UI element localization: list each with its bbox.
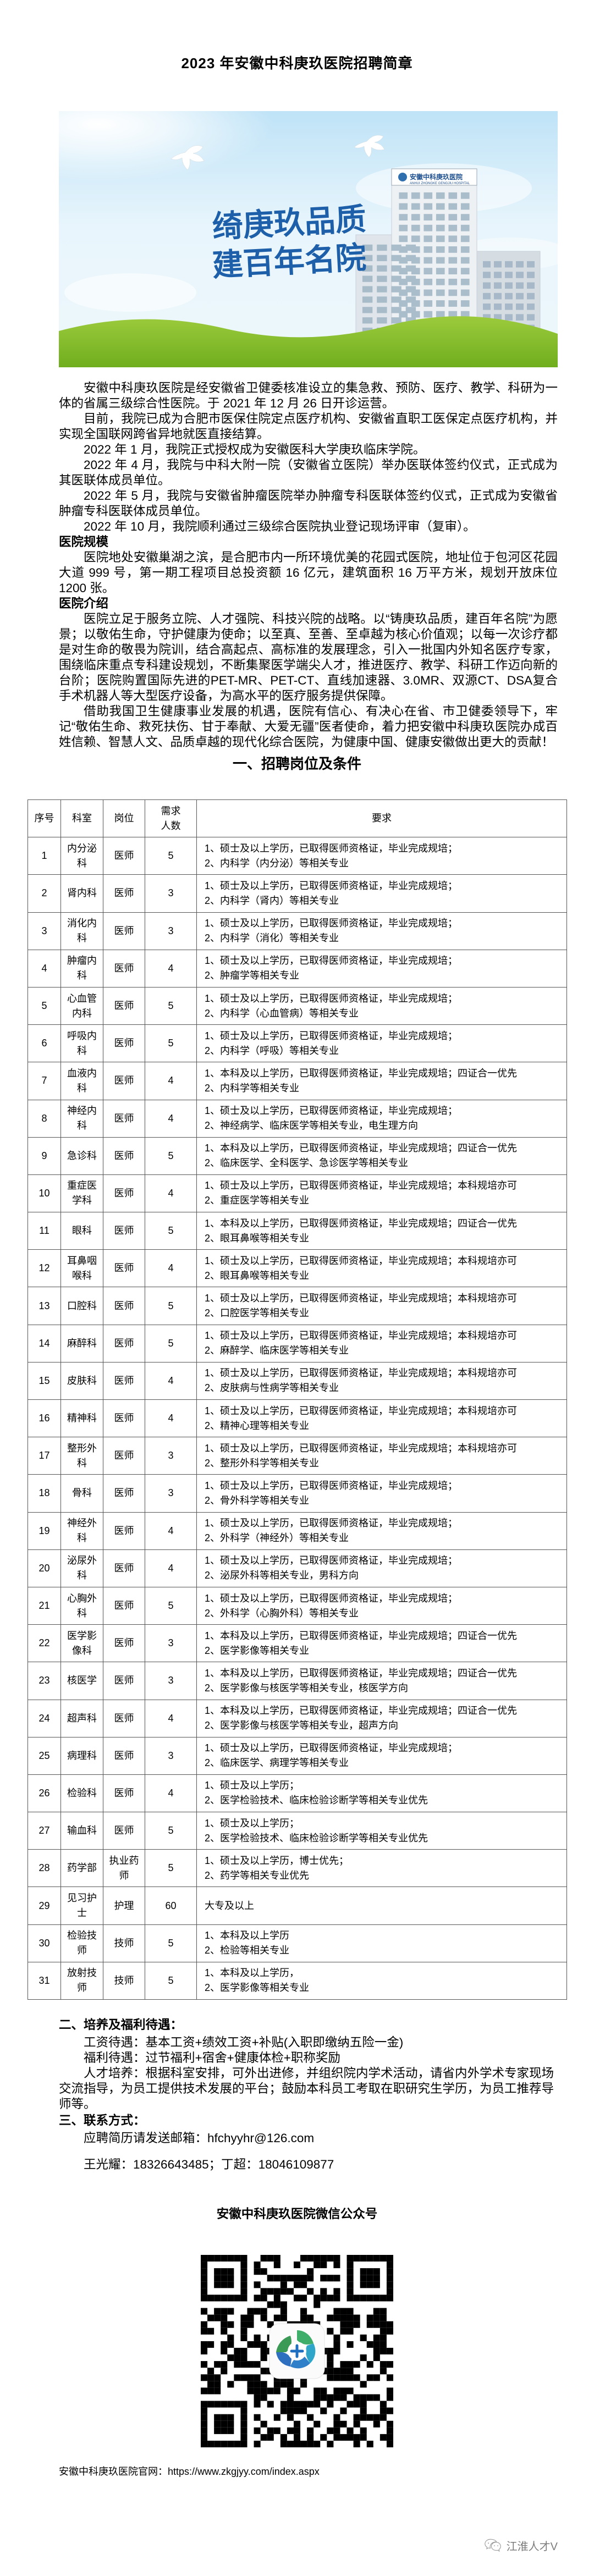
- svg-text:ANHUI ZHONGKE GENGJIU HOSPITAL: ANHUI ZHONGKE GENGJIU HOSPITAL: [410, 182, 470, 185]
- svg-text:安徽中科庚玖医院: 安徽中科庚玖医院: [410, 173, 463, 181]
